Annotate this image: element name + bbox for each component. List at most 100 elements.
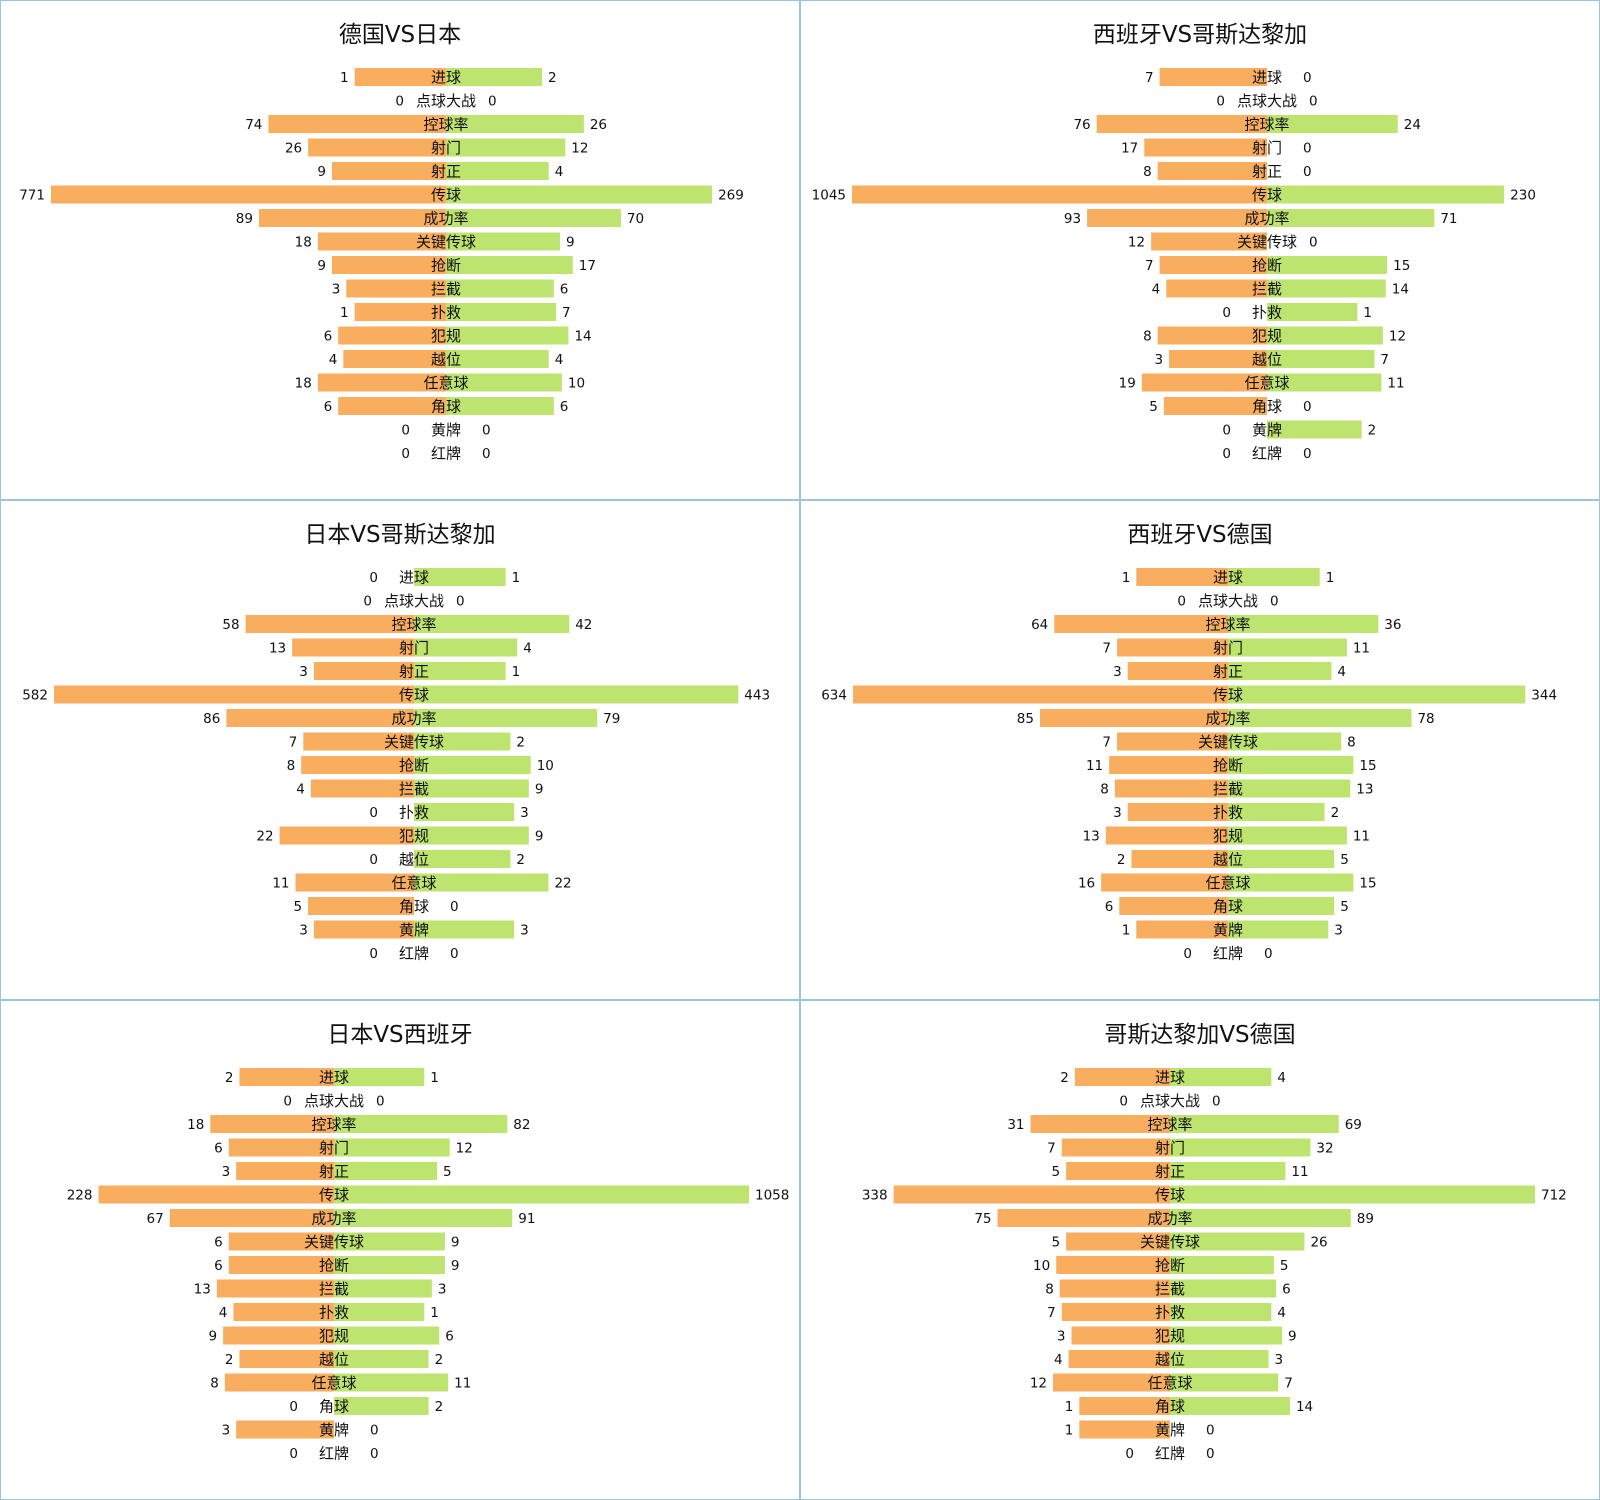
value-label-team1: 0 <box>369 852 378 868</box>
bar-team1 <box>1169 350 1267 368</box>
stat-row: 红牌 0 0 <box>1183 945 1272 963</box>
value-label-team1: 6 <box>214 1258 223 1274</box>
value-label-team1: 3 <box>1113 805 1122 821</box>
bar-team2 <box>414 873 549 892</box>
stat-row: 红牌 0 0 <box>1222 445 1311 463</box>
bar-team2 <box>414 779 529 798</box>
bar-team2 <box>446 138 566 157</box>
category-label: 越位 <box>319 1351 349 1369</box>
stat-row: 越位 3 7 <box>1154 350 1389 369</box>
value-label-team1: 18 <box>295 235 312 251</box>
stat-row: 成功率 85 78 <box>1017 709 1435 728</box>
bar-team1 <box>210 1115 334 1133</box>
bar-team2 <box>1228 756 1354 774</box>
stat-row: 拦截 3 6 <box>332 279 568 298</box>
stat-row: 关键传球 5 26 <box>1052 1232 1328 1251</box>
bar-team1 <box>1079 1420 1170 1439</box>
value-label-team2: 13 <box>1356 782 1373 798</box>
value-label-team2: 2 <box>1331 805 1340 821</box>
stat-row: 成功率 75 89 <box>974 1209 1374 1228</box>
value-label-team1: 18 <box>295 376 312 392</box>
value-label-team2: 15 <box>1359 758 1376 774</box>
stat-row: 进球 2 4 <box>1060 1068 1286 1087</box>
stat-row: 关键传球 18 9 <box>295 232 575 251</box>
bar-team2 <box>1228 568 1320 586</box>
category-label: 传球 <box>1155 1186 1185 1204</box>
category-label: 犯规 <box>319 1327 349 1345</box>
bar-team1 <box>1157 162 1267 180</box>
value-label-team1: 634 <box>821 688 847 704</box>
value-label-team1: 2 <box>1060 1070 1069 1086</box>
value-label-team2: 17 <box>579 258 596 274</box>
value-label-team1: 8 <box>1045 1282 1054 1298</box>
stat-row: 控球率 58 42 <box>222 615 592 634</box>
value-label-team1: 2 <box>225 1352 234 1368</box>
category-label: 进球 <box>431 69 461 87</box>
category-label: 黄牌 <box>1213 921 1243 939</box>
value-label-team1: 8 <box>1100 782 1109 798</box>
bar-team1 <box>279 826 414 845</box>
stat-row: 拦截 4 9 <box>296 779 543 798</box>
bar-team2 <box>1267 256 1388 274</box>
stat-row: 进球 2 1 <box>225 1068 439 1087</box>
bar-team1 <box>1096 115 1267 133</box>
stat-row: 射门 7 11 <box>1102 638 1370 657</box>
value-label-team1: 2 <box>225 1070 234 1086</box>
stat-row: 抢断 10 5 <box>1033 1256 1288 1275</box>
bar-team2 <box>334 1068 425 1086</box>
bar-team2 <box>1170 1138 1311 1157</box>
category-label: 犯规 <box>1155 1327 1185 1345</box>
bar-team1 <box>852 185 1267 204</box>
value-label-team1: 7 <box>289 735 298 751</box>
bar-team2 <box>334 1115 508 1133</box>
stat-row: 成功率 67 91 <box>147 1209 535 1228</box>
stat-row: 黄牌 3 0 <box>222 1420 379 1439</box>
bar-team1 <box>1066 1162 1170 1180</box>
category-label: 黄牌 <box>1252 421 1282 439</box>
value-label-team1: 0 <box>1177 594 1186 610</box>
value-label-team2: 11 <box>1387 376 1404 392</box>
value-label-team2: 11 <box>1353 829 1370 845</box>
value-label-team2: 14 <box>574 329 591 345</box>
stat-row: 扑救 3 2 <box>1113 803 1339 822</box>
bar-team1 <box>239 1068 334 1086</box>
stat-row: 传球 1045 230 <box>812 185 1536 204</box>
value-label-team1: 93 <box>1064 211 1081 227</box>
value-label-team2: 36 <box>1384 617 1401 633</box>
value-label-team1: 5 <box>1052 1235 1061 1251</box>
stat-row: 进球 7 0 <box>1145 68 1312 87</box>
value-label-team1: 6 <box>324 399 333 415</box>
value-label-team1: 74 <box>245 117 262 133</box>
value-label-team2: 2 <box>548 70 557 86</box>
value-label-team2: 14 <box>1392 282 1409 298</box>
value-label-team1: 76 <box>1073 117 1090 133</box>
stat-row: 角球 6 5 <box>1105 897 1349 916</box>
category-label: 黄牌 <box>319 1421 349 1439</box>
category-label: 点球大战 <box>1237 92 1297 110</box>
stat-row: 射门 13 4 <box>269 638 532 657</box>
bar-team2 <box>334 1138 450 1157</box>
bar-team2 <box>1267 350 1375 368</box>
value-label-team1: 2 <box>1117 852 1126 868</box>
stat-row: 成功率 93 71 <box>1064 209 1458 228</box>
stat-row: 点球大战 0 0 <box>363 592 464 610</box>
bar-team1 <box>1159 68 1267 86</box>
category-label: 射正 <box>1155 1163 1185 1181</box>
value-label-team1: 31 <box>1007 1117 1024 1133</box>
value-label-team2: 1 <box>430 1070 439 1086</box>
category-label: 控球率 <box>423 116 468 134</box>
stat-row: 进球 0 1 <box>369 568 520 587</box>
bar-team1 <box>317 232 446 251</box>
value-label-team1: 0 <box>1222 423 1231 439</box>
bar-team2 <box>414 850 511 868</box>
stat-row: 红牌 0 0 <box>1125 1445 1214 1463</box>
stat-row: 抢断 6 9 <box>214 1256 459 1275</box>
category-label: 点球大战 <box>416 92 476 110</box>
panel-title: 西班牙VS德国 <box>1127 522 1273 548</box>
stat-row: 抢断 8 10 <box>287 756 554 775</box>
value-label-team2: 9 <box>1288 1329 1297 1345</box>
category-label: 犯规 <box>399 827 429 845</box>
bar-team1 <box>1105 826 1228 845</box>
